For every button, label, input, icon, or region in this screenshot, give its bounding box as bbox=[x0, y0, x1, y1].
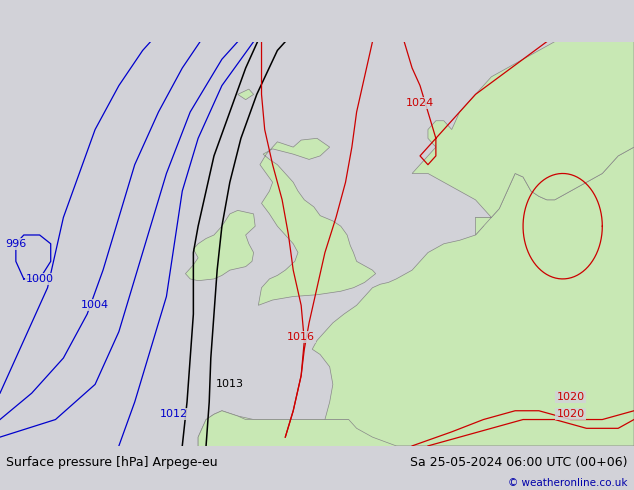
Text: 996: 996 bbox=[5, 239, 27, 249]
Text: 1013: 1013 bbox=[216, 379, 244, 390]
Text: Sa 25-05-2024 06:00 UTC (00+06): Sa 25-05-2024 06:00 UTC (00+06) bbox=[410, 456, 628, 469]
Text: 1024: 1024 bbox=[406, 98, 434, 108]
Polygon shape bbox=[198, 411, 404, 490]
Polygon shape bbox=[198, 411, 404, 490]
Polygon shape bbox=[259, 138, 375, 305]
Text: Surface pressure [hPa] Arpege-eu: Surface pressure [hPa] Arpege-eu bbox=[6, 456, 218, 469]
Text: © weatheronline.co.uk: © weatheronline.co.uk bbox=[508, 478, 628, 489]
Text: 1020: 1020 bbox=[557, 392, 585, 402]
Polygon shape bbox=[412, 42, 634, 235]
Text: 1016: 1016 bbox=[287, 332, 315, 342]
Polygon shape bbox=[313, 147, 634, 446]
Text: 1020: 1020 bbox=[557, 409, 585, 419]
Text: 1004: 1004 bbox=[81, 300, 109, 310]
Text: 1000: 1000 bbox=[25, 274, 54, 284]
Polygon shape bbox=[186, 210, 255, 281]
Text: 1012: 1012 bbox=[160, 409, 188, 419]
Polygon shape bbox=[238, 89, 254, 99]
